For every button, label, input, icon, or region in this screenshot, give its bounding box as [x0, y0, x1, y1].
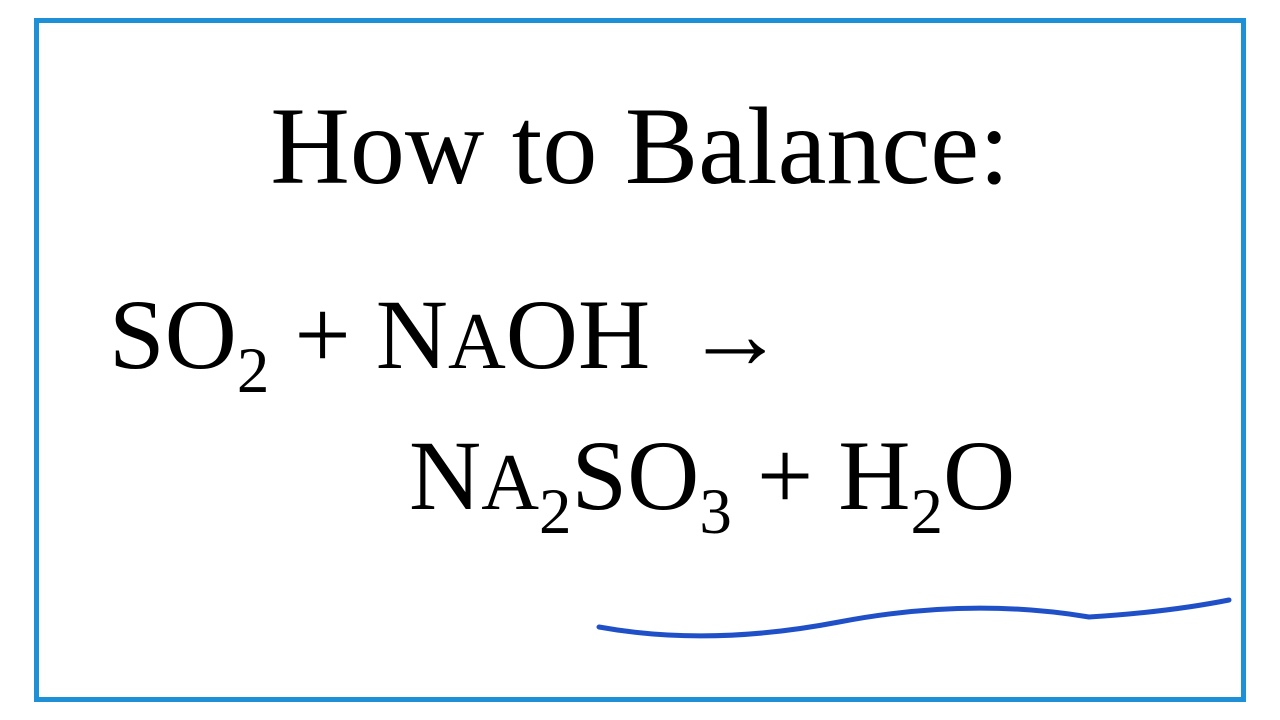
hand-drawn-underline-icon — [589, 592, 1239, 652]
page-title: How to Balance: — [89, 83, 1191, 210]
equation-line-1: SO2 + NAOH → — [109, 270, 1191, 411]
reaction-arrow: → — [685, 270, 785, 400]
plus-operator: + — [732, 420, 838, 531]
reactant-so2: SO2 — [109, 279, 269, 390]
equation-line-2: NA2SO3 + H2O — [109, 411, 1191, 552]
content-frame: How to Balance: SO2 + NAOH → NA2SO3 + H2… — [34, 18, 1246, 702]
plus-operator: + — [269, 279, 375, 390]
product-h2o: H2O — [838, 420, 1015, 531]
equation-container: SO2 + NAOH → NA2SO3 + H2O — [89, 270, 1191, 551]
reactant-naoh: NAOH — [376, 279, 650, 390]
product-na2so3: NA2SO3 — [409, 420, 732, 531]
